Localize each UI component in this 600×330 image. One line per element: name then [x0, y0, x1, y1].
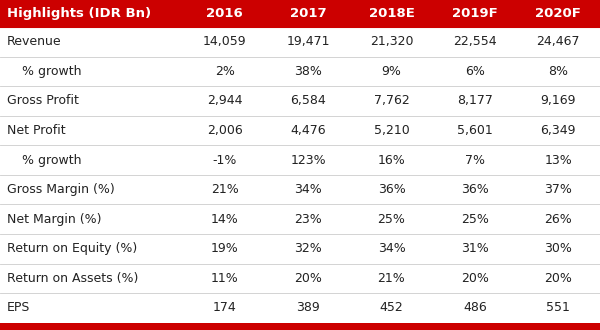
Text: 16%: 16%: [377, 154, 406, 167]
Bar: [0, 116, 600, 145]
Text: 2017: 2017: [290, 7, 326, 20]
Text: 6,349: 6,349: [541, 124, 576, 137]
Text: 452: 452: [380, 302, 403, 314]
Text: 2016: 2016: [206, 7, 243, 20]
Text: 36%: 36%: [377, 183, 406, 196]
Text: Revenue: Revenue: [7, 35, 62, 48]
Text: % growth: % growth: [22, 65, 82, 78]
Text: 2,944: 2,944: [207, 94, 242, 108]
Bar: [0, 293, 600, 323]
Text: 20%: 20%: [544, 272, 572, 285]
Text: 23%: 23%: [294, 213, 322, 226]
Text: 5,210: 5,210: [374, 124, 409, 137]
Text: 2,006: 2,006: [207, 124, 242, 137]
Text: 19%: 19%: [211, 242, 239, 255]
Text: 2%: 2%: [215, 65, 235, 78]
Text: Net Margin (%): Net Margin (%): [7, 213, 102, 226]
Text: 2020F: 2020F: [535, 7, 581, 20]
Text: 20%: 20%: [461, 272, 489, 285]
Text: 32%: 32%: [294, 242, 322, 255]
Bar: [0, 205, 600, 234]
Text: 389: 389: [296, 302, 320, 314]
Bar: [0, 145, 600, 175]
Text: 6,584: 6,584: [290, 94, 326, 108]
Text: 24,467: 24,467: [536, 35, 580, 48]
Text: 551: 551: [547, 302, 570, 314]
Text: 7%: 7%: [465, 154, 485, 167]
Text: 36%: 36%: [461, 183, 489, 196]
Text: 13%: 13%: [544, 154, 572, 167]
Text: 26%: 26%: [544, 213, 572, 226]
Text: EPS: EPS: [7, 302, 31, 314]
Text: 30%: 30%: [544, 242, 572, 255]
Text: Gross Margin (%): Gross Margin (%): [7, 183, 115, 196]
Bar: [0, 27, 600, 57]
Bar: [0, 0, 600, 27]
Text: Net Profit: Net Profit: [7, 124, 66, 137]
Text: 9%: 9%: [382, 65, 401, 78]
Text: Return on Assets (%): Return on Assets (%): [7, 272, 139, 285]
Text: 5,601: 5,601: [457, 124, 493, 137]
Text: % growth: % growth: [22, 154, 82, 167]
Text: 25%: 25%: [461, 213, 489, 226]
Text: 20%: 20%: [294, 272, 322, 285]
Text: 11%: 11%: [211, 272, 239, 285]
Text: 6%: 6%: [465, 65, 485, 78]
Bar: [0, 86, 600, 116]
Text: Highlights (IDR Bn): Highlights (IDR Bn): [7, 7, 151, 20]
Text: 22,554: 22,554: [453, 35, 497, 48]
Text: 174: 174: [213, 302, 236, 314]
Text: 8,177: 8,177: [457, 94, 493, 108]
Bar: [0, 323, 600, 330]
Text: 31%: 31%: [461, 242, 489, 255]
Text: Gross Profit: Gross Profit: [7, 94, 79, 108]
Text: 21,320: 21,320: [370, 35, 413, 48]
Text: 38%: 38%: [294, 65, 322, 78]
Text: 21%: 21%: [211, 183, 239, 196]
Bar: [0, 234, 600, 264]
Text: 2018E: 2018E: [368, 7, 415, 20]
Text: 8%: 8%: [548, 65, 568, 78]
Text: 19,471: 19,471: [286, 35, 330, 48]
Text: 34%: 34%: [294, 183, 322, 196]
Text: 7,762: 7,762: [374, 94, 409, 108]
Text: -1%: -1%: [212, 154, 237, 167]
Text: 34%: 34%: [377, 242, 406, 255]
Text: 25%: 25%: [377, 213, 406, 226]
Bar: [0, 175, 600, 205]
Text: 37%: 37%: [544, 183, 572, 196]
Text: 123%: 123%: [290, 154, 326, 167]
Text: 9,169: 9,169: [541, 94, 576, 108]
Text: 14,059: 14,059: [203, 35, 247, 48]
Text: 21%: 21%: [377, 272, 406, 285]
Text: 14%: 14%: [211, 213, 239, 226]
Text: 4,476: 4,476: [290, 124, 326, 137]
Text: 486: 486: [463, 302, 487, 314]
Text: Return on Equity (%): Return on Equity (%): [7, 242, 137, 255]
Text: 2019F: 2019F: [452, 7, 498, 20]
Bar: [0, 264, 600, 293]
Bar: [0, 57, 600, 86]
